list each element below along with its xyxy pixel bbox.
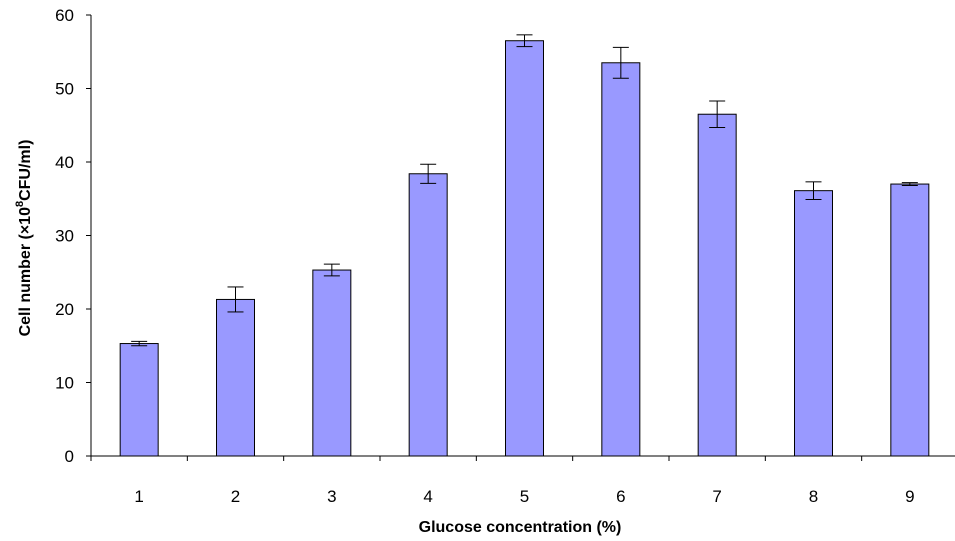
bar	[408, 173, 448, 457]
error-bars-layer	[131, 34, 918, 347]
x-tick-label: 2	[231, 487, 240, 506]
bar	[697, 113, 737, 457]
bar	[601, 62, 641, 457]
x-tick-label: 5	[520, 487, 529, 506]
y-axis-title-prefix: Cell number (×10	[17, 207, 34, 336]
x-tick-label: 1	[134, 487, 143, 506]
y-tick-label: 10	[55, 374, 74, 393]
bar	[216, 298, 255, 457]
y-axis-title-superscript: 8	[14, 201, 26, 207]
bar	[505, 40, 544, 457]
bar	[119, 343, 159, 457]
y-axis-title-suffix: CFU/ml)	[17, 140, 34, 201]
x-axis-title: Glucose concentration (%)	[419, 519, 622, 536]
y-tick-label: 30	[55, 227, 74, 246]
x-tick-label: 3	[327, 487, 336, 506]
bar	[890, 183, 930, 457]
bars-layer	[119, 40, 930, 457]
x-tick-label: 7	[712, 487, 721, 506]
y-tick-label: 50	[55, 80, 74, 99]
x-ticks-layer: 1 2 3 4 5 6 7 8 9	[90, 456, 915, 506]
y-tick-label: 20	[55, 300, 74, 319]
x-tick-label: 9	[905, 487, 914, 506]
y-axis-title: Cell number (×108CFU/ml)	[14, 140, 34, 337]
y-tick-label: 40	[55, 153, 74, 172]
bar	[794, 190, 833, 457]
y-tick-label: 60	[55, 6, 74, 25]
y-tick-label: 0	[65, 447, 74, 466]
bar	[312, 269, 352, 457]
x-tick-label: 6	[616, 487, 625, 506]
y-ticks-layer: 0 10 20 30 40 50 60	[55, 6, 91, 466]
x-tick-label: 4	[423, 487, 432, 506]
x-tick-label: 8	[809, 487, 818, 506]
